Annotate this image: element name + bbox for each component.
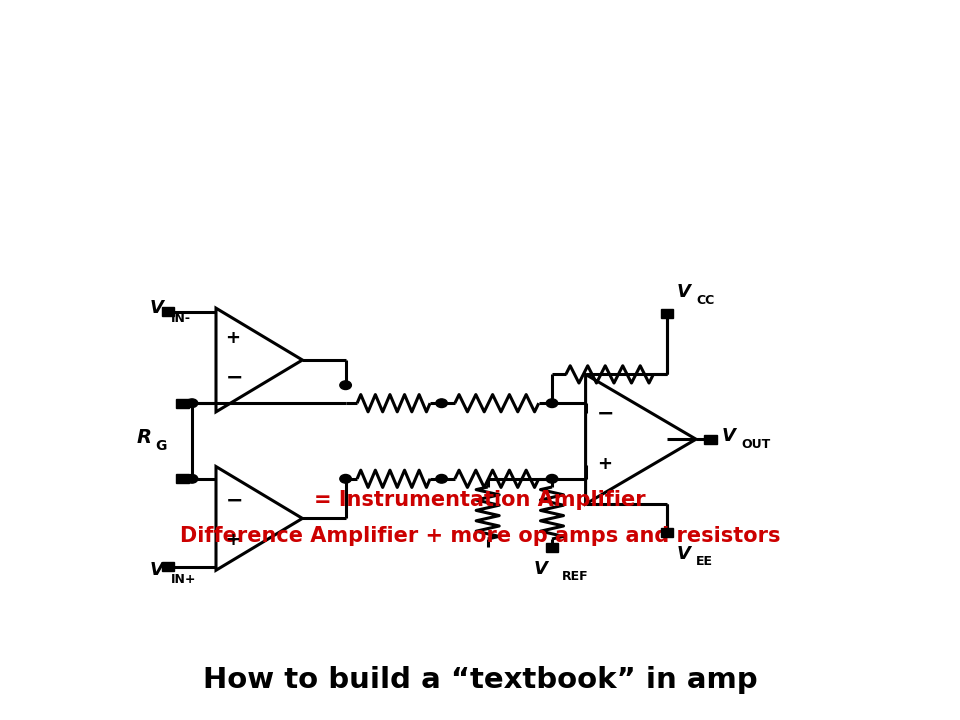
Text: V: V bbox=[677, 283, 690, 301]
Circle shape bbox=[436, 399, 447, 408]
Text: +: + bbox=[597, 456, 612, 474]
Text: IN+: IN+ bbox=[171, 573, 197, 586]
Circle shape bbox=[186, 474, 198, 483]
Circle shape bbox=[340, 381, 351, 390]
Bar bbox=[177, 474, 188, 484]
Text: V: V bbox=[534, 560, 547, 578]
Text: V: V bbox=[722, 426, 735, 444]
Text: EE: EE bbox=[696, 555, 713, 568]
Text: REF: REF bbox=[562, 570, 588, 582]
Bar bbox=[660, 528, 674, 537]
Bar bbox=[177, 399, 188, 408]
Text: IN-: IN- bbox=[171, 312, 191, 325]
Text: Difference Amplifier + more op amps and resistors: Difference Amplifier + more op amps and … bbox=[180, 526, 780, 546]
Text: How to build a “textbook” in amp: How to build a “textbook” in amp bbox=[203, 667, 757, 694]
Circle shape bbox=[436, 474, 447, 483]
Text: G: G bbox=[156, 439, 167, 454]
Text: CC: CC bbox=[696, 294, 714, 307]
Circle shape bbox=[546, 399, 558, 408]
Text: V: V bbox=[150, 300, 163, 318]
Text: R: R bbox=[136, 428, 152, 446]
Text: −: − bbox=[226, 368, 243, 388]
Circle shape bbox=[546, 474, 558, 483]
Bar bbox=[545, 543, 559, 552]
Bar bbox=[161, 562, 175, 572]
Circle shape bbox=[186, 399, 198, 408]
Text: = Instrumentation Amplifier: = Instrumentation Amplifier bbox=[314, 490, 646, 510]
Text: V: V bbox=[150, 562, 163, 579]
Text: +: + bbox=[226, 531, 241, 549]
Circle shape bbox=[340, 474, 351, 483]
Bar bbox=[161, 307, 175, 317]
Text: +: + bbox=[226, 330, 241, 348]
Text: V: V bbox=[677, 546, 690, 564]
Text: −: − bbox=[597, 404, 614, 424]
Bar bbox=[705, 435, 716, 444]
Bar bbox=[660, 308, 674, 318]
Text: −: − bbox=[226, 490, 243, 510]
Text: OUT: OUT bbox=[741, 438, 770, 451]
